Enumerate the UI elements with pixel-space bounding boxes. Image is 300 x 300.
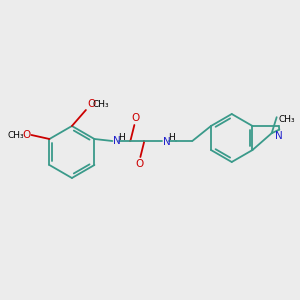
Text: CH₃: CH₃ xyxy=(93,100,110,109)
Text: O: O xyxy=(22,130,30,140)
Text: O: O xyxy=(131,113,140,123)
Text: H: H xyxy=(168,134,175,142)
Text: N: N xyxy=(275,131,282,141)
Text: N: N xyxy=(113,136,121,146)
Text: O: O xyxy=(87,99,95,109)
Text: O: O xyxy=(135,159,143,169)
Text: CH₃: CH₃ xyxy=(279,115,295,124)
Text: N: N xyxy=(163,137,171,147)
Text: H: H xyxy=(118,134,125,142)
Text: CH₃: CH₃ xyxy=(8,130,25,140)
